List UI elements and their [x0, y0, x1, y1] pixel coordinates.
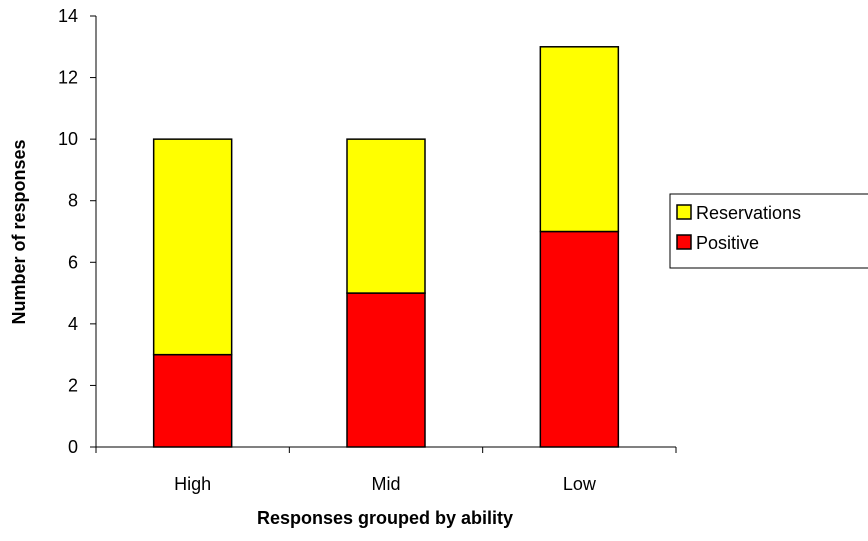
x-tick-label: Low [563, 474, 597, 494]
x-tick-label: High [174, 474, 211, 494]
bar-reservations-low [539, 46, 620, 233]
y-axis-title: Number of responses [9, 139, 29, 324]
bars-layer [152, 46, 620, 448]
bar-positive-low [539, 230, 620, 448]
legend-label-reservations: Reservations [696, 203, 801, 223]
legend-swatch-positive [676, 234, 692, 250]
y-tick-label: 8 [68, 191, 78, 211]
y-tick-label: 0 [68, 437, 78, 457]
bar-reservations-mid [346, 138, 426, 294]
bar-positive-high [152, 353, 233, 448]
y-tick-label: 4 [68, 314, 78, 334]
x-axis-title: Responses grouped by ability [257, 508, 513, 528]
y-tick-label: 6 [68, 252, 78, 272]
y-tick-label: 14 [58, 6, 78, 26]
y-tick-label: 12 [58, 68, 78, 88]
legend: Reservations Positive [669, 193, 868, 269]
legend-label-positive: Positive [696, 233, 759, 253]
y-tick-label: 10 [58, 129, 78, 149]
bar-reservations-high [152, 138, 233, 356]
y-tick-label: 2 [68, 375, 78, 395]
legend-frame [669, 193, 868, 269]
x-tick-label: Mid [371, 474, 400, 494]
axes-layer [95, 16, 676, 448]
legend-swatch-reservations [676, 204, 692, 220]
ticks-layer: High Mid Low 0 2 4 6 8 10 12 14 [58, 6, 677, 494]
bar-positive-mid [346, 292, 426, 448]
